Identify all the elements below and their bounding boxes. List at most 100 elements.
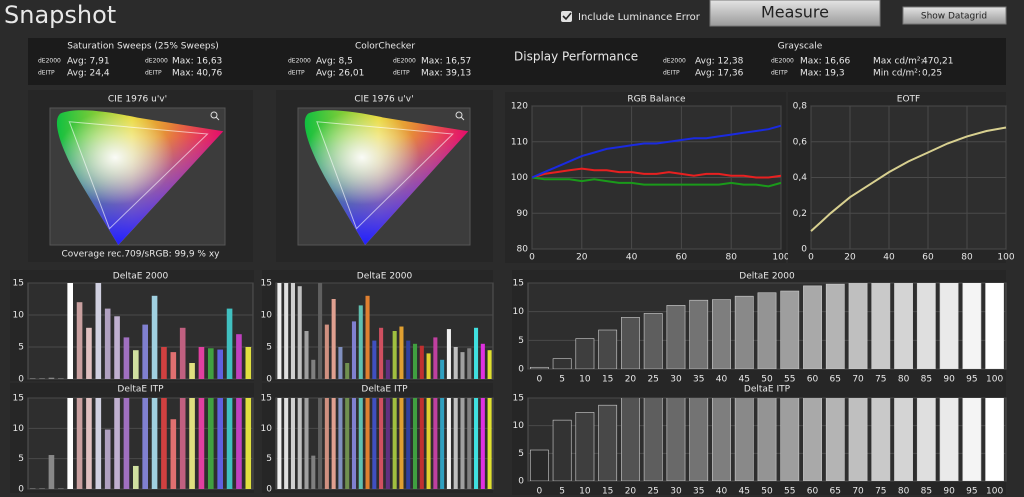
bar bbox=[453, 347, 458, 379]
x-tick-label: 25 bbox=[647, 375, 658, 385]
bar bbox=[440, 398, 445, 489]
y-tick-label: 0,4 bbox=[793, 173, 808, 183]
bar bbox=[86, 327, 92, 379]
bar bbox=[666, 305, 686, 369]
y-tick-label: 15 bbox=[513, 394, 524, 404]
line-series bbox=[531, 176, 782, 188]
metric-label: dE2000 bbox=[393, 58, 416, 65]
chart-title: RGB Balance bbox=[627, 95, 686, 105]
x-tick-label: 80 bbox=[898, 487, 910, 497]
summary-label: Display Performance bbox=[514, 50, 638, 64]
bar bbox=[962, 398, 982, 481]
y-tick-label: 5 bbox=[18, 343, 24, 353]
x-tick-label: 65 bbox=[830, 487, 841, 497]
measure-button[interactable] bbox=[709, 0, 881, 27]
bar bbox=[385, 359, 390, 379]
y-tick-label: 90 bbox=[517, 209, 529, 219]
bar bbox=[123, 337, 130, 379]
y-tick-label: 80 bbox=[517, 245, 529, 255]
bar bbox=[133, 465, 139, 489]
bar bbox=[392, 398, 397, 489]
annotation: Coverage rec.709/sRGB: 99,9 % xy bbox=[62, 250, 221, 260]
bar bbox=[304, 398, 309, 489]
metric-label: dE2000 bbox=[145, 58, 168, 65]
bar bbox=[284, 283, 289, 379]
bar bbox=[76, 398, 83, 489]
bar bbox=[385, 398, 390, 489]
x-tick-label: 10 bbox=[579, 375, 591, 385]
y-tick-label: 10 bbox=[13, 424, 25, 434]
x-tick-label: 85 bbox=[921, 487, 932, 497]
x-tick-label: 0 bbox=[529, 253, 535, 263]
zoom-icon bbox=[210, 111, 218, 119]
bar bbox=[345, 363, 350, 379]
bar bbox=[643, 398, 663, 481]
bar bbox=[379, 398, 384, 489]
y-tick-label: 5 bbox=[18, 454, 24, 464]
metric-label: dE2000 bbox=[771, 58, 794, 65]
y-tick-label: 5 bbox=[266, 454, 272, 464]
bar bbox=[245, 398, 252, 489]
bar bbox=[372, 340, 377, 379]
chart-title: DeltaE 2000 bbox=[739, 272, 795, 282]
x-tick-label: 20 bbox=[625, 375, 637, 385]
bar bbox=[419, 398, 424, 489]
metric-label: dEITP bbox=[663, 70, 680, 77]
x-tick-label: 0 bbox=[808, 253, 814, 263]
bar bbox=[379, 327, 384, 379]
bar bbox=[825, 283, 845, 369]
y-tick-label: 0 bbox=[266, 485, 272, 495]
x-tick-label: 5 bbox=[559, 375, 565, 385]
bar bbox=[236, 398, 242, 489]
bar bbox=[474, 327, 479, 379]
bar bbox=[114, 398, 120, 489]
x-tick-label: 70 bbox=[852, 487, 864, 497]
bar bbox=[757, 398, 777, 481]
bar bbox=[95, 398, 102, 489]
x-tick-label: 100 bbox=[986, 375, 1003, 385]
bar bbox=[894, 398, 913, 481]
bar bbox=[916, 398, 936, 481]
bar bbox=[871, 398, 891, 481]
bar bbox=[358, 398, 363, 489]
bar bbox=[529, 449, 549, 481]
checkbox-label[interactable]: Include Luminance Error bbox=[578, 12, 701, 23]
datagrid-button[interactable] bbox=[902, 6, 1007, 25]
x-tick-label: 55 bbox=[784, 375, 795, 385]
bar bbox=[133, 350, 139, 379]
bar bbox=[208, 348, 214, 379]
gamut-fill bbox=[56, 110, 224, 245]
bar bbox=[58, 488, 64, 489]
bar bbox=[643, 313, 663, 369]
x-tick-label: 90 bbox=[943, 487, 955, 497]
bar bbox=[290, 283, 295, 379]
bar bbox=[311, 359, 316, 379]
x-tick-label: 100 bbox=[997, 253, 1014, 263]
chart-title: DeltaE ITP bbox=[361, 385, 408, 395]
group-title: Saturation Sweeps (25% Sweeps) bbox=[67, 42, 219, 52]
bar bbox=[67, 398, 73, 489]
measure-label[interactable]: Measure bbox=[761, 3, 829, 22]
chart-title: EOTF bbox=[897, 95, 920, 105]
x-tick-label: 45 bbox=[739, 375, 750, 385]
bar bbox=[297, 398, 302, 489]
y-tick-label: 100 bbox=[511, 173, 528, 183]
bar bbox=[871, 283, 891, 369]
x-tick-label: 35 bbox=[693, 375, 704, 385]
bar bbox=[39, 488, 45, 489]
bar bbox=[712, 299, 731, 369]
y-tick-label: 10 bbox=[261, 424, 273, 434]
datagrid-label[interactable]: Show Datagrid bbox=[921, 12, 987, 22]
bars bbox=[277, 398, 492, 489]
bar bbox=[95, 283, 102, 379]
y-tick-label: 0 bbox=[518, 365, 524, 375]
checkbox[interactable] bbox=[561, 11, 572, 22]
chart-title: DeltaE ITP bbox=[117, 385, 164, 395]
y-tick-label: 120 bbox=[511, 102, 528, 112]
bar bbox=[689, 398, 709, 481]
y-tick-label: 0,6 bbox=[793, 137, 808, 147]
y-tick-label: 5 bbox=[266, 343, 272, 353]
bar bbox=[460, 398, 465, 489]
